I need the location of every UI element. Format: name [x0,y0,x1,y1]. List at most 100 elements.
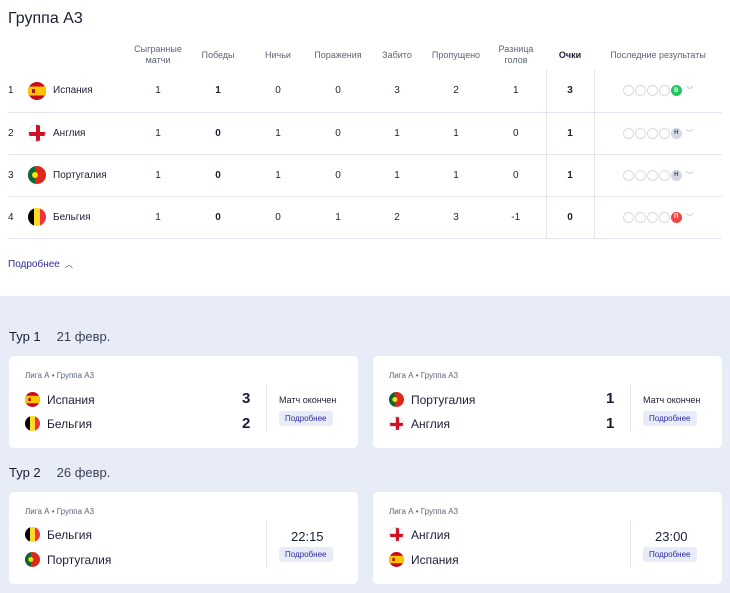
collapse-details-label: Подробнее [8,259,60,270]
match-league: Лига А • Группа А3 [25,371,95,380]
team-position: 1 [8,70,28,113]
form-indicator[interactable]: Н ﹀ [595,127,723,139]
match-card[interactable]: Лига А • Группа А3 Испания Бельгия 3 2 М… [9,356,358,448]
portugal-flag-icon [28,166,46,184]
collapse-details-link[interactable]: Подробнее ︿ [8,259,73,270]
chevron-down-icon[interactable]: ﹀ [685,128,694,138]
played-value: 1 [128,112,188,155]
scored-value: 1 [368,154,426,197]
losses-value: 0 [308,112,368,155]
chevron-down-icon[interactable]: ﹀ [685,86,694,96]
wins-value: 0 [188,112,248,155]
match-league: Лига А • Группа А3 [25,507,95,516]
empty-result-icon [658,85,670,97]
played-value: 1 [128,70,188,113]
match-card[interactable]: Лига А • Группа А3 Португалия Англия 1 1… [373,356,722,448]
match-details-button[interactable]: Подробнее [279,547,333,562]
played-value: 1 [128,154,188,197]
away-team-name: Бельгия [47,416,92,431]
conceded-value: 3 [426,196,486,239]
match-league: Лига А • Группа А3 [389,371,459,380]
home-team-name: Бельгия [47,527,92,542]
chevron-down-icon[interactable]: ﹀ [685,170,694,180]
team-name[interactable]: Англия [53,127,86,139]
empty-result-icon [658,127,670,139]
diff-value: 0 [486,154,546,197]
match-status: Матч окончен [643,395,701,405]
standings-row[interactable]: 1 Испания 1 1 0 0 3 2 1 3 [8,70,723,113]
england-flag-icon [389,416,404,431]
conceded-value: 1 [426,112,486,155]
home-team-name: Англия [411,527,450,542]
conceded-value: 2 [426,70,486,113]
wins-value: 0 [188,196,248,239]
empty-result-icon [634,211,646,223]
header-played: Сыгранные матчи [134,44,182,65]
match-card[interactable]: Лига А • Группа А3 Англия Испания 23:00 … [373,492,722,584]
spain-flag-icon [28,81,46,100]
header-conceded: Пропущено [431,49,481,60]
points-value: 1 [545,154,594,197]
standings-row[interactable]: 4 Бельгия 1 0 0 1 2 3 -1 0 [8,196,723,239]
round-header: Тур 1 21 февр. [9,329,110,344]
diff-value: -1 [486,196,546,239]
standings-row[interactable]: 2 Англия 1 0 1 0 1 1 0 1 [8,112,723,155]
played-value: 1 [128,196,188,239]
match-details-button[interactable]: Подробнее [279,411,333,426]
team-name[interactable]: Испания [53,85,93,97]
away-team-name: Испания [411,552,459,567]
match-status: Матч окончен [279,395,337,405]
wins-value: 0 [188,154,248,197]
header-scored: Забито [382,49,412,60]
chevron-up-icon: ︿ [64,260,73,269]
draw-badge: Н [670,169,682,181]
round-name: Тур 2 [9,465,41,480]
scored-value: 2 [368,196,426,239]
match-details-button[interactable]: Подробнее [643,547,697,562]
card-divider [266,384,267,432]
diff-value: 0 [486,112,546,155]
form-indicator[interactable]: Н ﹀ [595,169,723,181]
match-time: 22:15 [291,529,324,544]
chevron-down-icon[interactable]: ﹀ [685,212,694,222]
empty-result-icon [622,127,634,139]
match-details-button[interactable]: Подробнее [643,411,697,426]
scored-value: 1 [368,112,426,155]
spain-flag-icon [389,552,404,567]
points-value: 0 [545,196,594,239]
empty-result-icon [622,85,634,97]
losses-value: 0 [308,70,368,113]
away-score: 2 [242,415,251,432]
team-position: 4 [8,196,28,239]
draws-value: 1 [248,154,308,197]
draws-value: 0 [248,70,308,113]
header-points: Очки [558,49,582,60]
scored-value: 3 [368,70,426,113]
win-badge: В [670,85,682,97]
empty-result-icon [634,169,646,181]
standings-row[interactable]: 3 Португалия 1 0 1 0 1 1 0 1 [8,154,723,197]
empty-result-icon [646,169,658,181]
portugal-flag-icon [389,392,404,407]
draw-badge: Н [670,127,682,139]
belgium-flag-icon [28,208,46,226]
team-name[interactable]: Бельгия [53,211,91,223]
empty-result-icon [646,211,658,223]
home-team-name: Португалия [411,392,476,407]
round-date: 21 февр. [56,329,111,344]
match-card[interactable]: Лига А • Группа А3 Бельгия Португалия 22… [9,492,358,584]
form-indicator[interactable]: П ﹀ [595,211,723,223]
portugal-flag-icon [25,552,40,567]
team-name[interactable]: Португалия [53,169,107,181]
header-draws: Ничьи [265,49,291,60]
away-team-name: Англия [411,416,450,431]
empty-result-icon [622,169,634,181]
home-team-name: Испания [47,392,95,407]
losses-value: 1 [308,196,368,239]
empty-result-icon [622,211,634,223]
header-diff: Разница голов [498,44,534,65]
header-pos [8,40,28,70]
form-indicator[interactable]: В ﹀ [595,85,723,97]
england-flag-icon [28,124,46,142]
home-score: 1 [606,390,615,407]
